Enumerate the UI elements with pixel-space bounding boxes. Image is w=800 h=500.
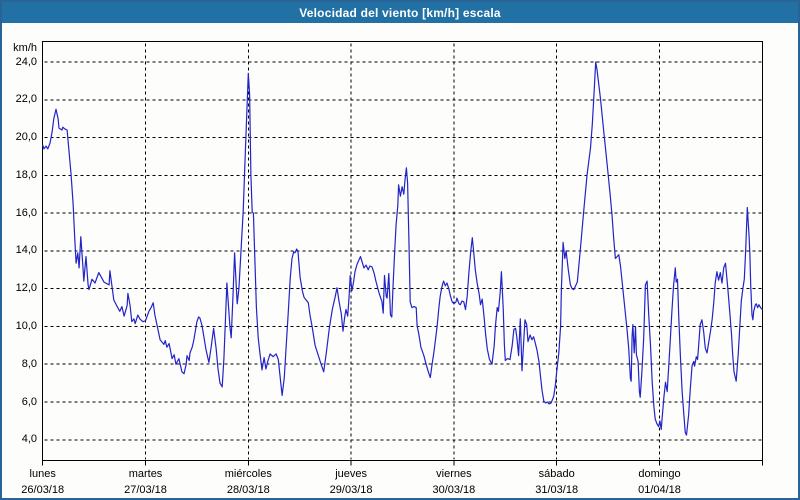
y-tick-label: 6,0	[21, 395, 37, 408]
x-weekday-label: lunes	[29, 468, 56, 480]
x-date-label: 28/03/18	[226, 484, 270, 496]
x-weekday-label: viernes	[436, 468, 472, 480]
y-tick-label: 10,0	[15, 319, 37, 332]
x-date-label: 01/04/18	[638, 484, 681, 496]
x-date-label: 29/03/18	[329, 484, 373, 496]
window-title: Velocidad del viento [km/h] escala	[299, 5, 501, 20]
y-tick-label: 12,0	[15, 282, 37, 295]
x-weekday-label: miércoles	[224, 468, 272, 480]
y-tick-label: 4,0	[21, 433, 37, 446]
x-date-label: 30/03/18	[432, 484, 476, 496]
wind-speed-line	[42, 61, 763, 436]
y-tick-label: 20,0	[15, 131, 37, 144]
y-tick-label: 16,0	[15, 206, 37, 219]
y-tick-label: 18,0	[15, 168, 37, 181]
x-date-label: 31/03/18	[535, 484, 579, 496]
title-bar: Velocidad del viento [km/h] escala	[2, 2, 798, 23]
x-weekday-label: sábado	[538, 468, 575, 480]
x-weekday-label: jueves	[335, 468, 367, 480]
y-tick-label: 22,0	[15, 93, 37, 106]
x-weekday-label: martes	[128, 468, 163, 480]
x-weekday-label: domingo	[638, 468, 681, 480]
y-tick-label: 8,0	[21, 357, 37, 370]
x-date-label: 27/03/18	[124, 484, 167, 496]
y-tick-label: 24,0	[15, 55, 37, 68]
y-axis-unit-label: km/h	[13, 42, 37, 54]
plot-border	[42, 41, 763, 461]
y-tick-label: 14,0	[15, 244, 37, 257]
x-date-label: 26/03/18	[21, 484, 65, 496]
